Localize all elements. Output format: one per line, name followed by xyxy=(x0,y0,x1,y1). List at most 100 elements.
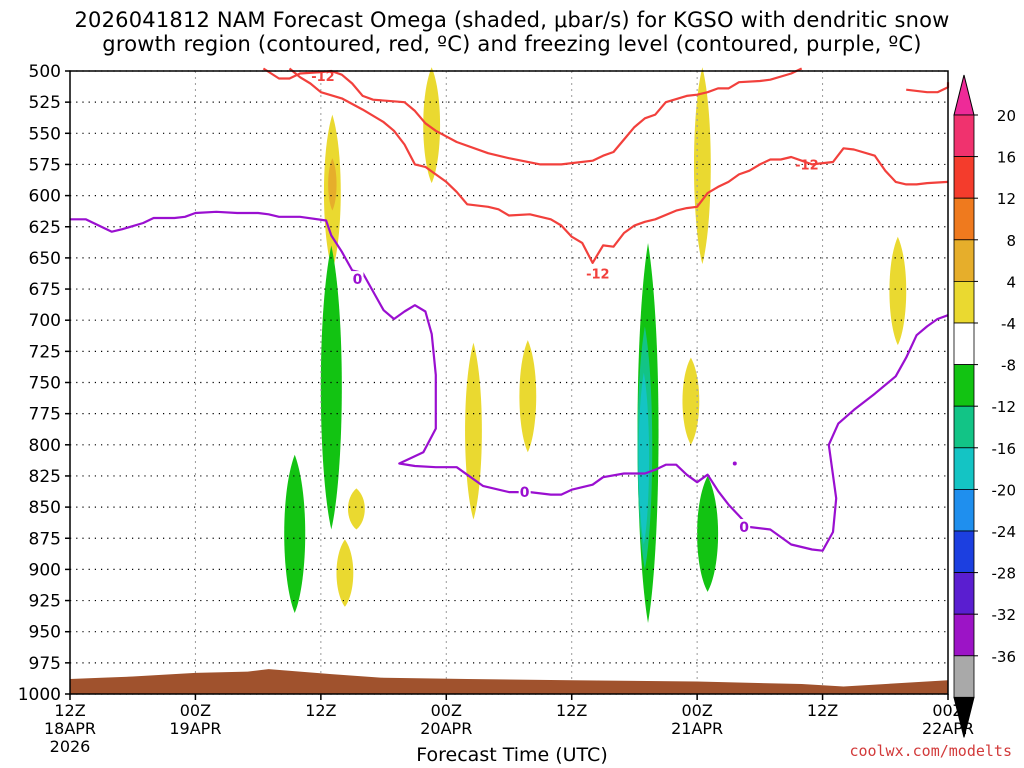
colorbar-label-2: 12 xyxy=(997,190,1016,208)
axes-layer: 500 525 550 575 600 625 650 675 700 725 750 775 800 8… xyxy=(18,62,974,756)
y-tick-label-1000: 1000 xyxy=(18,685,61,705)
colorbar-swatch-13 xyxy=(953,655,975,698)
colorbar-swatch-12 xyxy=(953,613,975,657)
x-tick-label-60-line2: 21APR xyxy=(671,719,723,738)
y-tick-label-700: 700 xyxy=(29,311,61,331)
y-tick-label-600: 600 xyxy=(29,187,61,207)
y-tick-label-575: 575 xyxy=(29,155,61,175)
colorbar-label-13: -36 xyxy=(992,648,1017,666)
colorbar-swatch-7 xyxy=(953,405,975,449)
chart-title: 2026041812 NAM Forecast Omega (shaded, μ… xyxy=(74,8,950,56)
colorbar-label-11: -28 xyxy=(992,565,1017,583)
x-tick-label-24-line1: 12Z xyxy=(305,701,336,720)
dgz-contour-2 xyxy=(906,82,950,94)
colorbar-label-0: 20 xyxy=(997,107,1016,125)
y-tick-label-900: 900 xyxy=(29,560,61,580)
colorbar-label-1: 16 xyxy=(997,149,1016,167)
colorbar-swatch-0 xyxy=(953,114,975,157)
dgz-label-0: -12 xyxy=(311,70,335,85)
omega-region-11 xyxy=(320,245,342,530)
omega-region-7 xyxy=(889,236,907,346)
omega-shading-layer xyxy=(284,67,907,623)
freezing-level-contour xyxy=(70,210,949,552)
dgz-contour-1 xyxy=(288,67,949,264)
y-tick-label-675: 675 xyxy=(29,280,61,300)
omega-region-15 xyxy=(697,475,719,592)
ground-surface xyxy=(70,669,948,694)
credit-text[interactable]: coolwx.com/modelts xyxy=(849,742,1012,760)
colorbar-swatch-10 xyxy=(953,530,975,573)
y-tick-label-775: 775 xyxy=(29,405,61,425)
colorbar-over-triangle xyxy=(953,74,975,116)
y-tick-label-825: 825 xyxy=(29,467,61,487)
x-tick-label-12-line2: 19APR xyxy=(169,719,221,738)
x-tick-label-48-line1: 12Z xyxy=(556,701,587,720)
x-tick-label-36-line1: 00Z xyxy=(431,701,462,720)
y-tick-label-850: 850 xyxy=(29,498,61,518)
y-tick-label-975: 975 xyxy=(29,654,61,674)
freezing-level-dot xyxy=(732,461,737,466)
colorbar-swatch-11 xyxy=(953,572,975,615)
colorbar-swatch-5 xyxy=(953,322,975,365)
freezing-label-bg-0 xyxy=(351,271,364,287)
x-tick-label-0-line1: 12Z xyxy=(54,701,85,720)
y-tick-label-875: 875 xyxy=(29,529,61,549)
y-tick-label-525: 525 xyxy=(29,93,61,113)
colorbar: 20 16 12 8 4 -4 -8 -12 -16 -20 -24 -28 -32 -36 xyxy=(953,74,1017,738)
colorbar-under-triangle xyxy=(953,696,975,738)
x-axis-label: Forecast Time (UTC) xyxy=(416,744,608,766)
omega-region-9 xyxy=(336,539,354,607)
colorbar-swatch-4 xyxy=(953,280,975,324)
x-tick-label-36-line2: 20APR xyxy=(420,719,472,738)
colorbar-swatch-1 xyxy=(953,156,975,199)
colorbar-label-5: -4 xyxy=(1001,315,1016,333)
omega-region-2 xyxy=(423,67,441,184)
omega-region-4 xyxy=(465,342,482,520)
x-tick-label-72-line1: 12Z xyxy=(807,701,838,720)
colorbar-swatch-3 xyxy=(953,239,975,282)
dgz-label-1: -12 xyxy=(795,158,819,173)
omega-region-8 xyxy=(347,488,365,530)
freezing-label-bg-1 xyxy=(518,484,531,500)
omega-region-10 xyxy=(284,454,306,614)
colorbar-label-9: -20 xyxy=(992,481,1017,499)
omega-region-5 xyxy=(519,340,537,453)
colorbar-label-12: -32 xyxy=(992,606,1017,624)
x-tick-label-12-line1: 00Z xyxy=(180,701,211,720)
colorbar-swatch-6 xyxy=(953,364,975,407)
colorbar-label-7: -12 xyxy=(992,398,1017,416)
dgz-contour-0 xyxy=(262,67,803,166)
y-tick-label-625: 625 xyxy=(29,218,61,238)
dgz-label-dip: -12 xyxy=(586,267,610,282)
freezing-label-1: 0 xyxy=(520,485,530,501)
omega-region-14 xyxy=(638,372,650,545)
freezing-label-2: 0 xyxy=(739,520,749,536)
y-tick-label-750: 750 xyxy=(29,374,61,394)
colorbar-swatch-8 xyxy=(953,447,975,490)
y-tick-label-725: 725 xyxy=(29,342,61,362)
colorbar-swatch-2 xyxy=(953,197,975,241)
x-tick-label-60-line1: 00Z xyxy=(681,701,712,720)
x-tick-label-0-line3: 2026 xyxy=(50,737,91,756)
colorbar-label-10: -24 xyxy=(992,523,1017,541)
y-tick-label-800: 800 xyxy=(29,436,61,456)
colorbar-swatch-9 xyxy=(953,488,975,532)
omega-region-3 xyxy=(693,67,711,265)
y-tick-label-500: 500 xyxy=(29,62,61,82)
y-tick-label-650: 650 xyxy=(29,249,61,269)
omega-region-1 xyxy=(328,158,337,211)
colorbar-label-3: 8 xyxy=(1006,232,1016,250)
freezing-label-0: 0 xyxy=(353,272,363,288)
freezing-label-bg-2 xyxy=(738,519,751,535)
ground-layer xyxy=(70,669,948,694)
omega-region-6 xyxy=(682,357,700,445)
x-tick-label-0-line2: 18APR xyxy=(44,719,96,738)
colorbar-label-6: -8 xyxy=(1001,357,1016,375)
contour-lines-layer: -12 -12 -12 0 0 0 xyxy=(70,67,950,552)
y-tick-label-925: 925 xyxy=(29,592,61,612)
colorbar-label-4: 4 xyxy=(1006,273,1016,291)
y-tick-label-950: 950 xyxy=(29,623,61,643)
colorbar-label-8: -16 xyxy=(992,440,1017,458)
y-tick-label-550: 550 xyxy=(29,124,61,144)
